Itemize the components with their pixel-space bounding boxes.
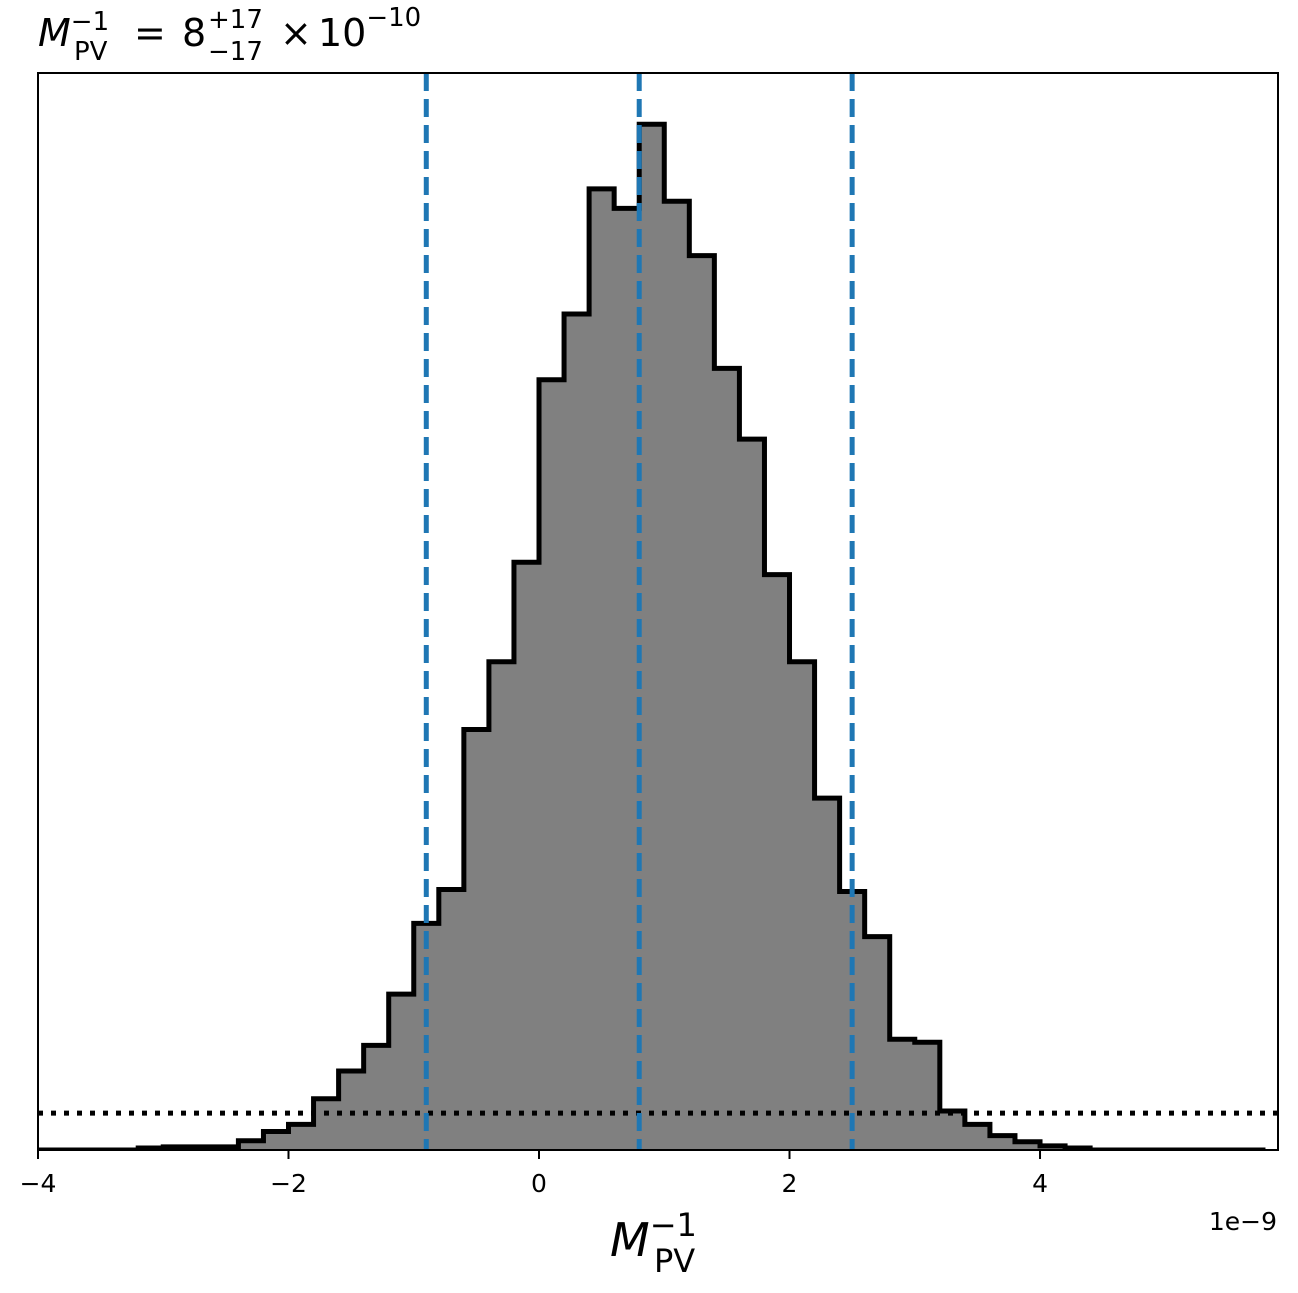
title-subscript: PV — [74, 37, 108, 67]
histogram-bars — [138, 124, 1091, 1150]
histogram-bar — [864, 936, 891, 1150]
x-tick-label: 2 — [782, 1169, 798, 1198]
histogram-bar — [689, 255, 715, 1150]
histogram-bar — [263, 1131, 290, 1150]
histogram-bar — [288, 1124, 315, 1150]
histogram-bar — [539, 379, 565, 1150]
histogram-bar — [388, 994, 415, 1150]
histogram-bar — [313, 1098, 340, 1150]
histogram-bar — [939, 1111, 966, 1150]
title-exponent: −10 — [366, 3, 421, 33]
title-equals: = — [134, 11, 166, 55]
histogram-bar — [564, 314, 590, 1150]
histogram-bar — [914, 1042, 941, 1150]
histogram-bar — [488, 661, 515, 1150]
histogram-bar — [238, 1140, 265, 1150]
x-tick-label: −4 — [20, 1169, 57, 1198]
histogram-bar — [714, 368, 741, 1150]
title-symbol: M — [38, 11, 71, 55]
xlabel-symbol: M — [610, 1213, 650, 1267]
histogram-bar — [964, 1124, 991, 1150]
histogram-bar — [989, 1135, 1016, 1150]
histogram-bar — [764, 574, 791, 1150]
histogram-bar — [814, 798, 841, 1150]
title-times: × — [280, 11, 312, 55]
x-tick-label: 0 — [531, 1169, 547, 1198]
histogram-step-line — [38, 121, 1266, 1150]
title-superscript: −1 — [71, 7, 109, 37]
histogram-bar — [739, 439, 766, 1150]
histogram-bar — [463, 729, 490, 1150]
histogram-bar — [513, 562, 540, 1150]
plot-frame — [37, 72, 1279, 1151]
x-offset-label: 1e−9 — [1209, 1207, 1277, 1236]
histogram-bar — [889, 1039, 916, 1150]
histogram-bar — [664, 201, 690, 1150]
histogram-bar — [363, 1045, 390, 1150]
histogram-bar — [614, 208, 640, 1150]
title-minus-error: −17 — [208, 37, 263, 67]
title-base: 10 — [318, 11, 366, 55]
histogram-bar — [789, 661, 816, 1150]
histogram-outline — [38, 121, 1266, 1150]
histogram-bar — [589, 188, 615, 1150]
histogram-bar — [338, 1071, 365, 1150]
title-mantissa: 8 — [182, 11, 206, 55]
x-tick-label: −2 — [270, 1169, 307, 1198]
x-axis-label: M−1 PV — [610, 1206, 697, 1280]
histogram-bar — [438, 889, 465, 1150]
title-plus-error: +17 — [208, 5, 263, 35]
xlabel-subscript: PV — [654, 1242, 695, 1280]
histogram-bar — [639, 124, 665, 1150]
quantile-vlines — [423, 73, 855, 1150]
x-ticks: −4 −2 0 2 4 — [20, 1150, 1048, 1198]
xlabel-superscript: −1 — [650, 1206, 697, 1244]
histogram-bar — [1014, 1141, 1041, 1150]
chart-title: M−1 PV = 8+17 −17 × 10−10 — [38, 3, 421, 67]
x-tick-label: 4 — [1032, 1169, 1048, 1198]
